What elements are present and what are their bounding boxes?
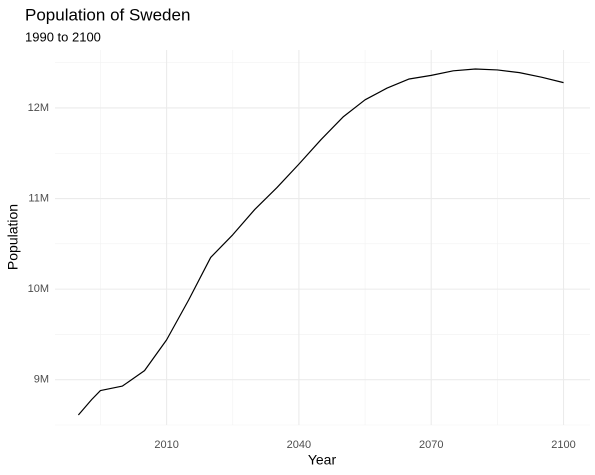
y-tick-label: 10M — [28, 283, 49, 295]
y-tick-label: 9M — [34, 374, 49, 386]
x-tick-label: 2010 — [154, 439, 178, 451]
x-tick-label: 2040 — [287, 439, 311, 451]
y-tick-label: 11M — [28, 192, 49, 204]
x-tick-label: 2100 — [551, 439, 575, 451]
y-axis-title: Population — [5, 204, 21, 270]
y-tick-label: 12M — [28, 102, 49, 114]
chart-subtitle: 1990 to 2100 — [25, 29, 101, 44]
x-axis-title: Year — [308, 452, 337, 468]
x-tick-label: 2070 — [419, 439, 443, 451]
line — [77, 68, 564, 416]
chart-title: Population of Sweden — [25, 5, 190, 24]
